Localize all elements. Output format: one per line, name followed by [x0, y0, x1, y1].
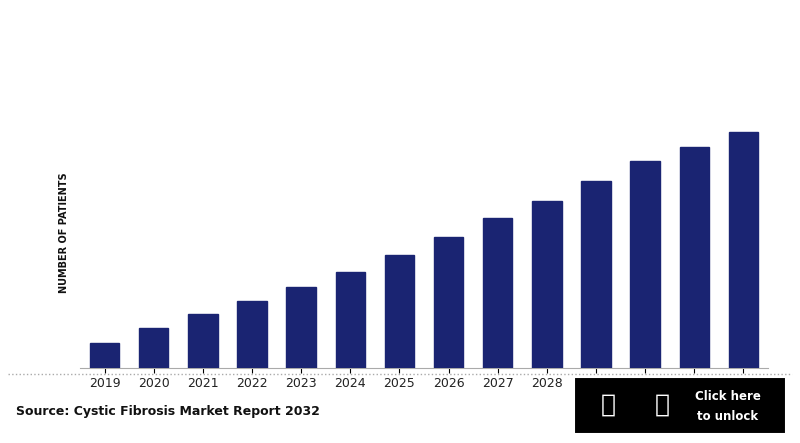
Bar: [286, 287, 316, 368]
Bar: [729, 132, 758, 368]
Bar: [582, 181, 610, 368]
Y-axis label: NUMBER OF PATIENTS: NUMBER OF PATIENTS: [59, 172, 69, 293]
Bar: [630, 161, 660, 368]
Bar: [90, 343, 119, 368]
Bar: [188, 314, 218, 368]
Bar: [335, 272, 365, 368]
Text: Total Prevalent Cases in the 7MM: Total Prevalent Cases in the 7MM: [194, 28, 606, 52]
Bar: [139, 328, 169, 368]
Bar: [238, 301, 266, 368]
Bar: [483, 218, 513, 368]
FancyBboxPatch shape: [574, 377, 786, 434]
Text: Source: Cystic Fibrosis Market Report 2032: Source: Cystic Fibrosis Market Report 20…: [16, 405, 320, 418]
Bar: [679, 147, 709, 368]
Text: 🔓: 🔓: [655, 392, 670, 416]
Text: 🔒: 🔒: [602, 392, 616, 416]
Text: Click here: Click here: [694, 390, 761, 403]
Bar: [532, 201, 562, 368]
Bar: [385, 255, 414, 368]
Text: to unlock: to unlock: [697, 410, 758, 424]
Bar: [434, 237, 463, 368]
